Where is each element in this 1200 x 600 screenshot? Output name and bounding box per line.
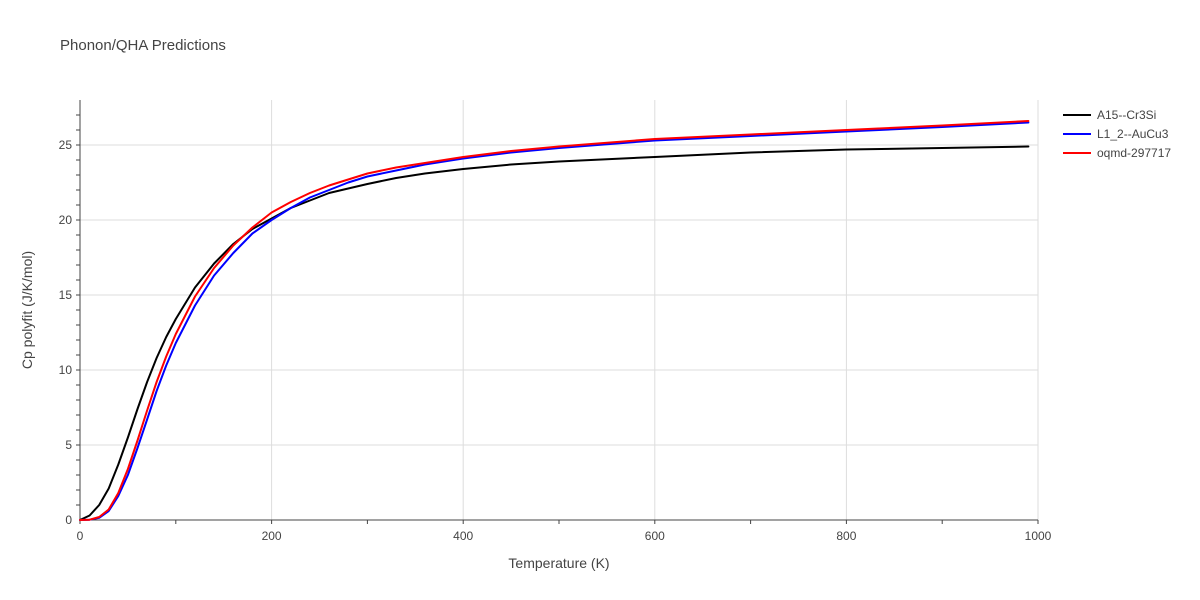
x-tick-label: 1000 [1025, 529, 1052, 543]
legend-label: L1_2--AuCu3 [1097, 127, 1169, 141]
legend-item-1[interactable]: L1_2--AuCu3 [1063, 127, 1169, 141]
legend-label: oqmd-297717 [1097, 146, 1171, 160]
grid-layer [80, 100, 1039, 520]
legend[interactable]: A15--Cr3Si L1_2--AuCu3 oqmd-297717 [1063, 108, 1171, 160]
legend-item-0[interactable]: A15--Cr3Si [1063, 108, 1156, 122]
y-tick-label: 5 [65, 438, 72, 452]
x-tick-label: 200 [262, 529, 282, 543]
y-tick-label: 20 [59, 213, 73, 227]
legend-label: A15--Cr3Si [1097, 108, 1156, 122]
x-tick-label: 600 [645, 529, 665, 543]
y-axis-title: Cp polyfit (J/K/mol) [19, 251, 35, 369]
x-tick-label: 400 [453, 529, 473, 543]
axes-layer: 0 200 400 600 800 1000 0 5 10 15 20 25 [59, 100, 1052, 543]
y-tick-label: 25 [59, 138, 73, 152]
chart-title: Phonon/QHA Predictions [60, 37, 226, 54]
series-line-2 [79, 120, 1030, 521]
y-tick-label: 0 [65, 513, 72, 527]
x-tick-label: 800 [836, 529, 856, 543]
legend-item-2[interactable]: oqmd-297717 [1063, 146, 1171, 160]
x-tick-label: 0 [77, 529, 84, 543]
x-axis-title: Temperature (K) [508, 555, 609, 571]
series-line-1 [79, 121, 1030, 521]
y-tick-label: 10 [59, 363, 73, 377]
y-tick-label: 15 [59, 288, 73, 302]
series-layer [79, 120, 1030, 521]
series-line-0 [79, 145, 1030, 521]
